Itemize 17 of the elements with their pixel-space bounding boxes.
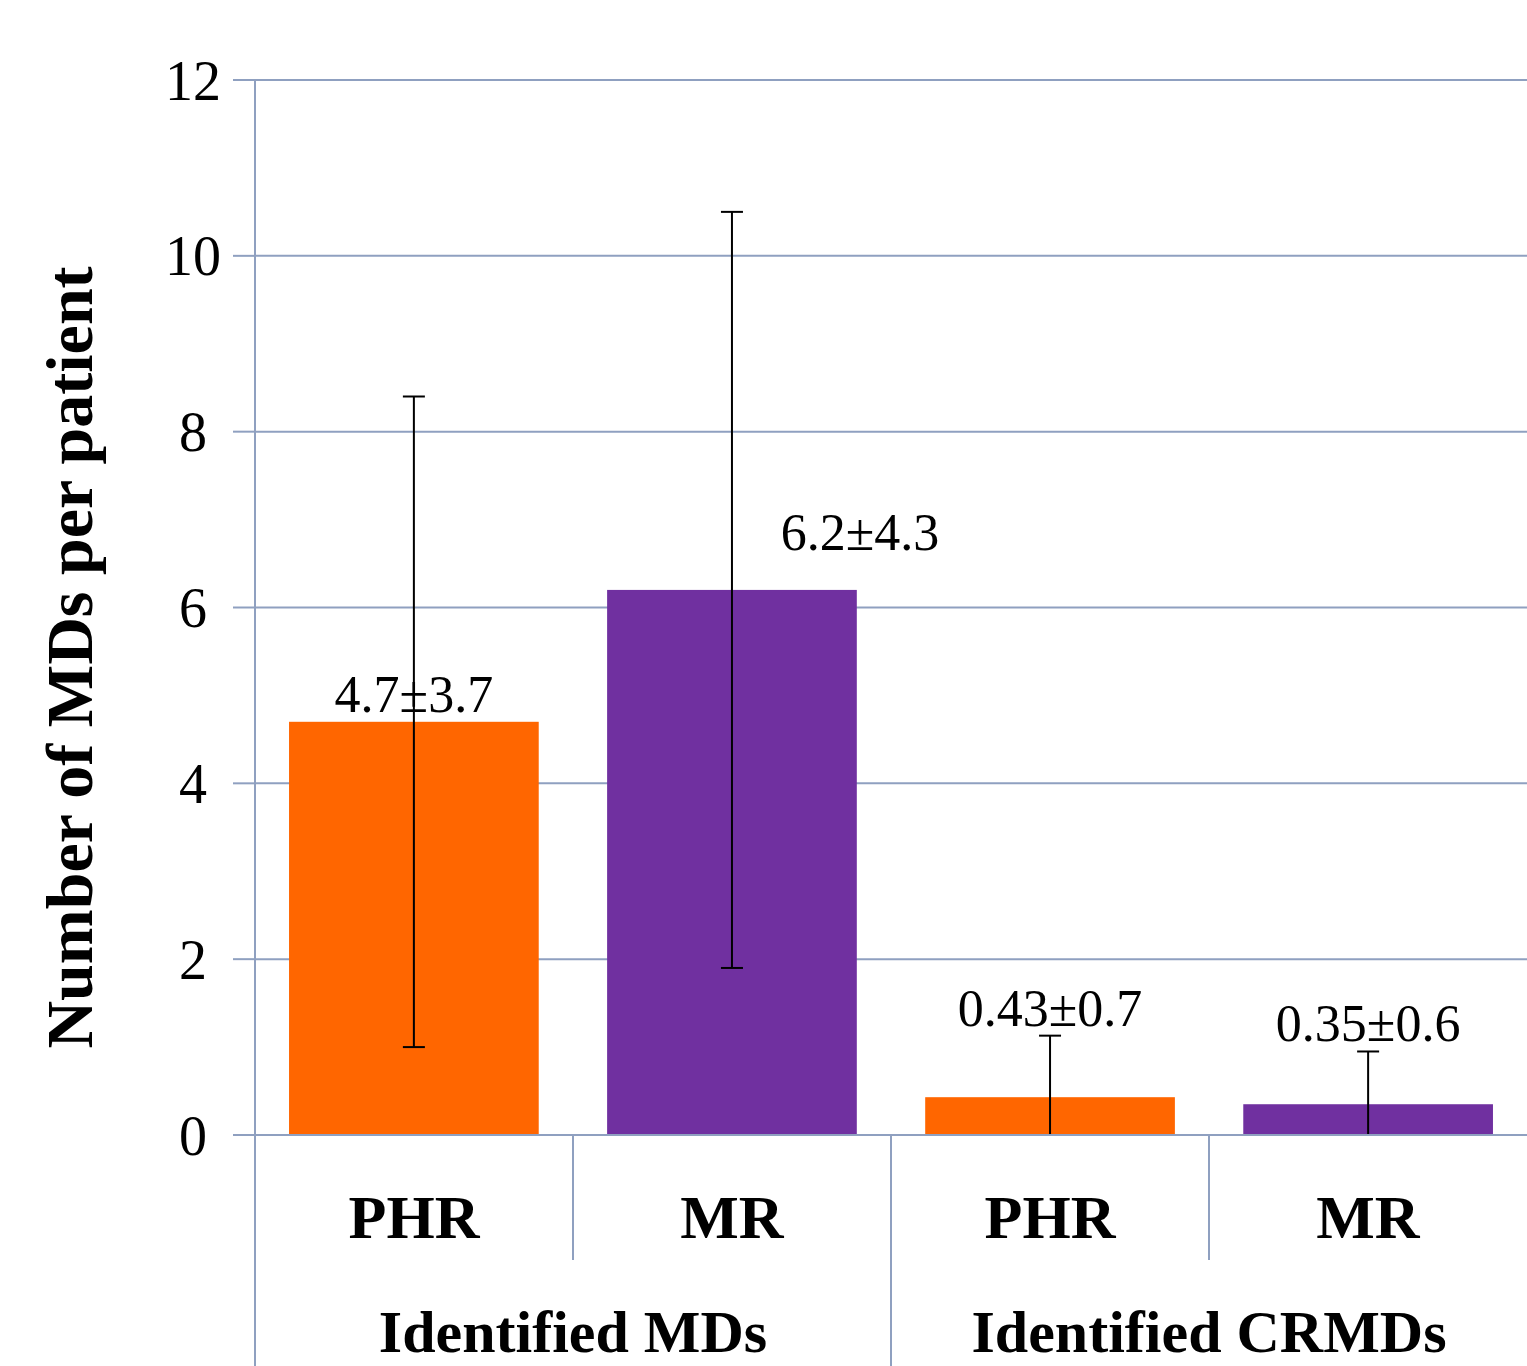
text: Identified CRMDs bbox=[971, 1299, 1447, 1365]
y-tick-label: 8 bbox=[179, 401, 207, 464]
x-tick-label: MR bbox=[1316, 1183, 1421, 1251]
text: Identified MDs bbox=[378, 1299, 768, 1365]
x-tick-label: MR bbox=[680, 1183, 785, 1251]
y-tick-label: 4 bbox=[179, 752, 207, 815]
y-tick-label: 10 bbox=[165, 225, 221, 288]
data-label: 0.43±0.7 bbox=[957, 979, 1143, 1037]
x-tick-label: PHR bbox=[984, 1183, 1117, 1251]
x-tick-label: PHR bbox=[348, 1183, 481, 1251]
data-label: 6.2±4.3 bbox=[780, 503, 940, 561]
y-tick-label: 12 bbox=[165, 49, 221, 112]
y-tick-label: 2 bbox=[179, 928, 207, 991]
y-tick-label: 0 bbox=[179, 1104, 207, 1167]
y-tick-label: 6 bbox=[179, 577, 207, 640]
y-axis-title: Number of MDs per patient bbox=[33, 266, 106, 1049]
data-label: 0.35±0.6 bbox=[1275, 995, 1461, 1053]
